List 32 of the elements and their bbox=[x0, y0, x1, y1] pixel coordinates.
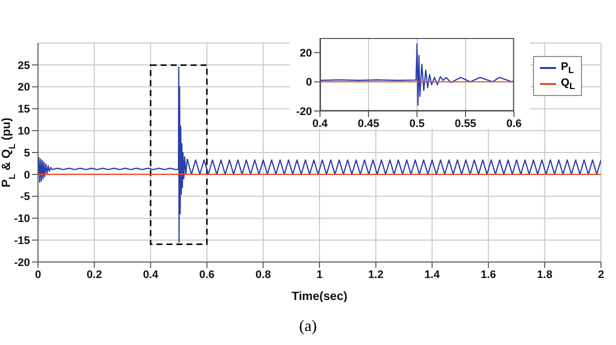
y-tick-label: -10 bbox=[14, 213, 30, 226]
y-tick-label: -20 bbox=[296, 106, 312, 118]
x-tick-label: 0.5 bbox=[409, 118, 425, 130]
y-tick-label: 5 bbox=[24, 147, 30, 160]
x-tick-label: 1.8 bbox=[537, 268, 552, 281]
x-tick-label: 0.6 bbox=[506, 118, 522, 130]
y-tick-label: -20 bbox=[14, 256, 30, 269]
x-tick-label: 0.45 bbox=[358, 118, 380, 130]
y-tick-label: 20 bbox=[18, 82, 30, 94]
x-tick-label: 0.6 bbox=[199, 268, 215, 281]
y-tick-label: 0 bbox=[24, 169, 30, 182]
x-tick-label: 0.55 bbox=[454, 118, 476, 130]
x-tick-label: 1.2 bbox=[368, 268, 384, 281]
y-tick-label: 15 bbox=[18, 104, 30, 116]
y-tick-label: 10 bbox=[18, 126, 30, 138]
y-tick-label: 0 bbox=[306, 76, 312, 89]
x-tick-label: 0 bbox=[34, 268, 42, 281]
text: (a) bbox=[299, 318, 317, 335]
x-tick-label: 1.6 bbox=[480, 268, 496, 281]
legend-label: P$_{L}$ bbox=[560, 60, 574, 76]
x-tick-label: 1 bbox=[316, 268, 323, 281]
legend-label: Q$_{L}$ bbox=[560, 76, 575, 92]
y-tick-label: 25 bbox=[18, 60, 30, 72]
x-tick-label: 2 bbox=[598, 268, 604, 281]
x-tick-label: 0.8 bbox=[256, 268, 271, 281]
x-tick-label: 0.4 bbox=[142, 268, 160, 281]
x-tick-label: 0.4 bbox=[312, 118, 329, 130]
x-tick-label: 0.2 bbox=[86, 268, 102, 281]
y-tick-label: 20 bbox=[300, 48, 312, 60]
y-tick-label: -5 bbox=[20, 191, 30, 204]
y-tick-label: -15 bbox=[14, 235, 30, 248]
x-tick-label: 1.4 bbox=[424, 268, 441, 281]
